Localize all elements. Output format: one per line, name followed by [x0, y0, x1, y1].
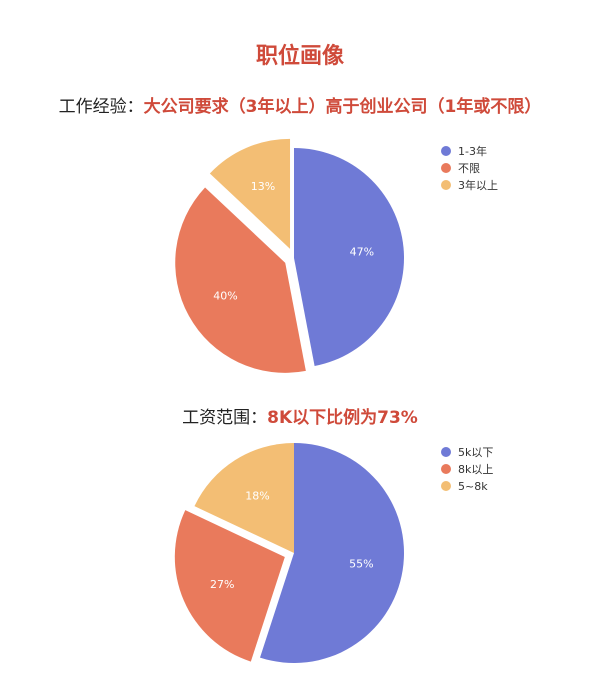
salary-legend-marker-0: [441, 447, 451, 457]
salary-legend-marker-1: [441, 464, 451, 474]
experience-legend-marker-2: [441, 180, 451, 190]
page-title: 职位画像: [255, 44, 344, 69]
salary-legend-label-1: 8k以上: [458, 463, 493, 476]
experience-subtitle-highlight: 大公司要求（3年以上）高于创业公司（1年或不限）: [143, 97, 542, 117]
experience-legend-label-2: 3年以上: [458, 178, 498, 192]
experience-legend-marker-0: [441, 146, 451, 156]
experience-subtitle-prefix: 工作经验：: [58, 97, 144, 117]
experience-slice-2: [209, 138, 291, 249]
salary-subtitle: 工资范围：8K以下比例为73%: [0, 403, 600, 428]
experience-legend-marker-1: [441, 163, 451, 173]
salary-slice-label-1: 27%: [210, 578, 234, 591]
salary-slice-label-0: 55%: [349, 558, 373, 571]
experience-slice-label-0: 47%: [350, 246, 374, 259]
experience-legend-label-0: 1-3年: [458, 144, 487, 158]
salary-slice-1: [174, 510, 285, 662]
experience-subtitle: 工作经验：大公司要求（3年以上）高于创业公司（1年或不限）: [0, 92, 600, 117]
salary-legend-label-0: 5k以下: [458, 446, 493, 459]
salary-legend-marker-2: [441, 481, 451, 491]
experience-slice-0: [294, 148, 404, 367]
experience-slice-label-2: 13%: [251, 180, 275, 193]
salary-legend-label-2: 5~8k: [458, 480, 488, 493]
experience-legend-label-1: 不限: [458, 162, 480, 175]
salary-subtitle-highlight: 8K以下比例为73%: [267, 408, 418, 428]
salary-pie-chart: 55% 27% 18% 5k以下 8k以上 5~8k: [174, 443, 493, 663]
salary-slice-2: [194, 443, 294, 553]
experience-slice-1: [175, 187, 306, 373]
salary-slice-label-2: 18%: [245, 489, 269, 502]
experience-slice-label-1: 40%: [213, 290, 237, 303]
salary-subtitle-prefix: 工资范围：: [182, 408, 268, 428]
salary-slice-0: [260, 443, 405, 663]
